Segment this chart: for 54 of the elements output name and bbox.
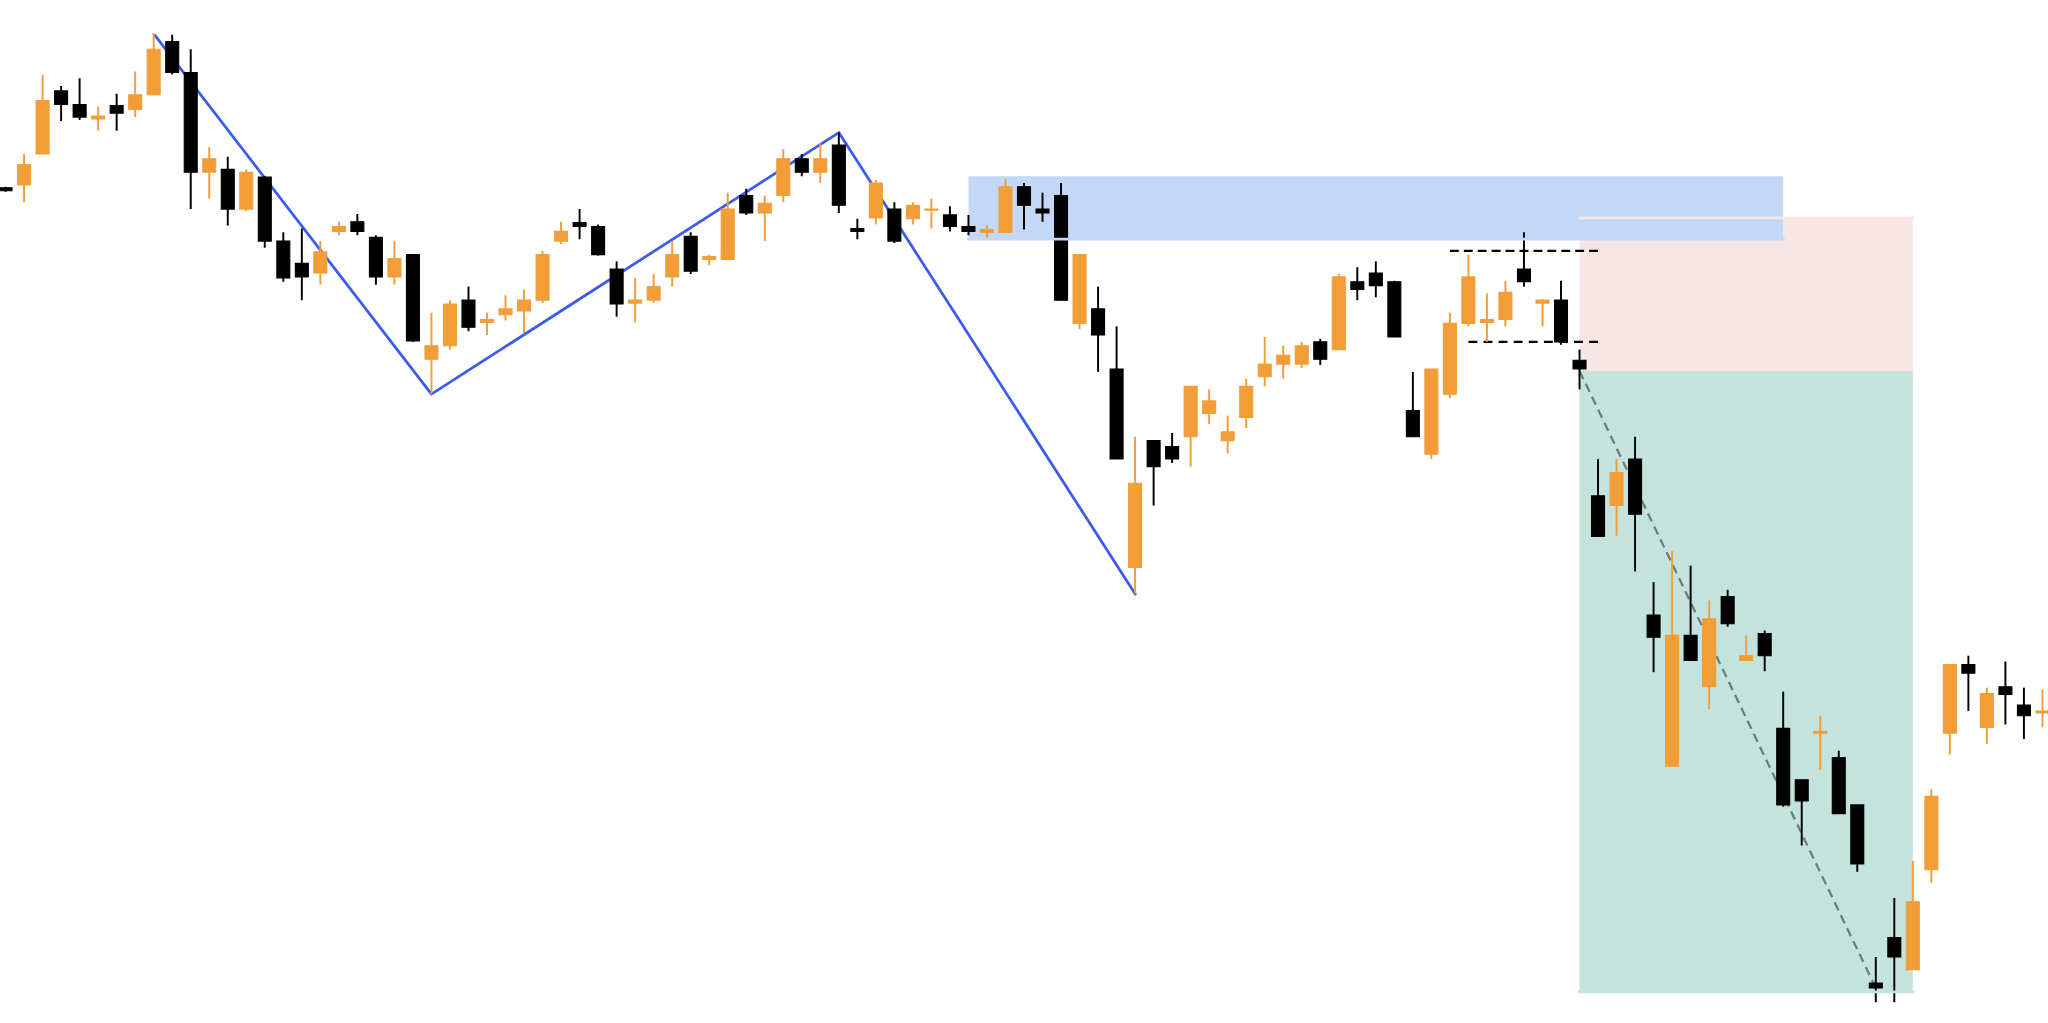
- candlestick: [424, 311, 439, 396]
- candlestick: [1646, 581, 1661, 674]
- candlestick: [924, 197, 939, 230]
- candlestick: [1257, 336, 1272, 388]
- candlestick: [202, 146, 217, 200]
- candlestick: [517, 288, 532, 335]
- candlestick: [1276, 344, 1291, 380]
- candlestick: [1794, 778, 1809, 847]
- candlestick: [91, 105, 106, 132]
- candlestick: [757, 194, 772, 243]
- candlestick: [1757, 629, 1772, 673]
- candlestick: [942, 205, 957, 233]
- candlestick: [128, 70, 143, 119]
- candlestick: [313, 240, 328, 286]
- candlestick: [739, 187, 754, 216]
- candlestick: [387, 240, 402, 286]
- candlestick: [2016, 686, 2031, 740]
- candlestick: [905, 201, 920, 226]
- candlestick: [1368, 260, 1383, 299]
- candlestick: [1220, 414, 1235, 455]
- candlestick: [1868, 956, 1883, 1003]
- candlestick: [350, 212, 365, 237]
- candlestick: [646, 273, 661, 305]
- candlestick: [961, 213, 976, 237]
- candlestick: [17, 152, 32, 204]
- candlestick: [498, 294, 513, 322]
- candlestick: [72, 77, 87, 121]
- candlestick: [1165, 431, 1180, 464]
- candlestick: [479, 311, 495, 337]
- candlestick: [54, 85, 69, 122]
- candlestick: [1535, 298, 1550, 328]
- candlestick: [1813, 714, 1828, 771]
- candlestick: [1016, 181, 1032, 231]
- candlestick: [628, 276, 643, 324]
- candlestick: [554, 220, 569, 245]
- candlestick: [1294, 340, 1309, 369]
- candlestick: [1739, 634, 1754, 662]
- candlestick: [1202, 388, 1217, 426]
- candlestick: [813, 142, 828, 184]
- candlestick: [294, 227, 309, 302]
- candlestick: [1887, 896, 1902, 1003]
- candlestick: [1961, 654, 1976, 712]
- candlestick: [1572, 348, 1587, 391]
- candlestick: [665, 240, 680, 288]
- candlestick: [1479, 292, 1494, 343]
- candlestick: [1350, 266, 1365, 302]
- candlestick: [1035, 191, 1050, 223]
- candlestick: [1998, 660, 2013, 726]
- candlestick: [109, 92, 124, 132]
- candlestick: [572, 208, 587, 241]
- candlestick: [1313, 337, 1328, 367]
- candlestick: [2035, 688, 2048, 729]
- candlestick: [794, 152, 809, 178]
- candlestick: [850, 217, 865, 241]
